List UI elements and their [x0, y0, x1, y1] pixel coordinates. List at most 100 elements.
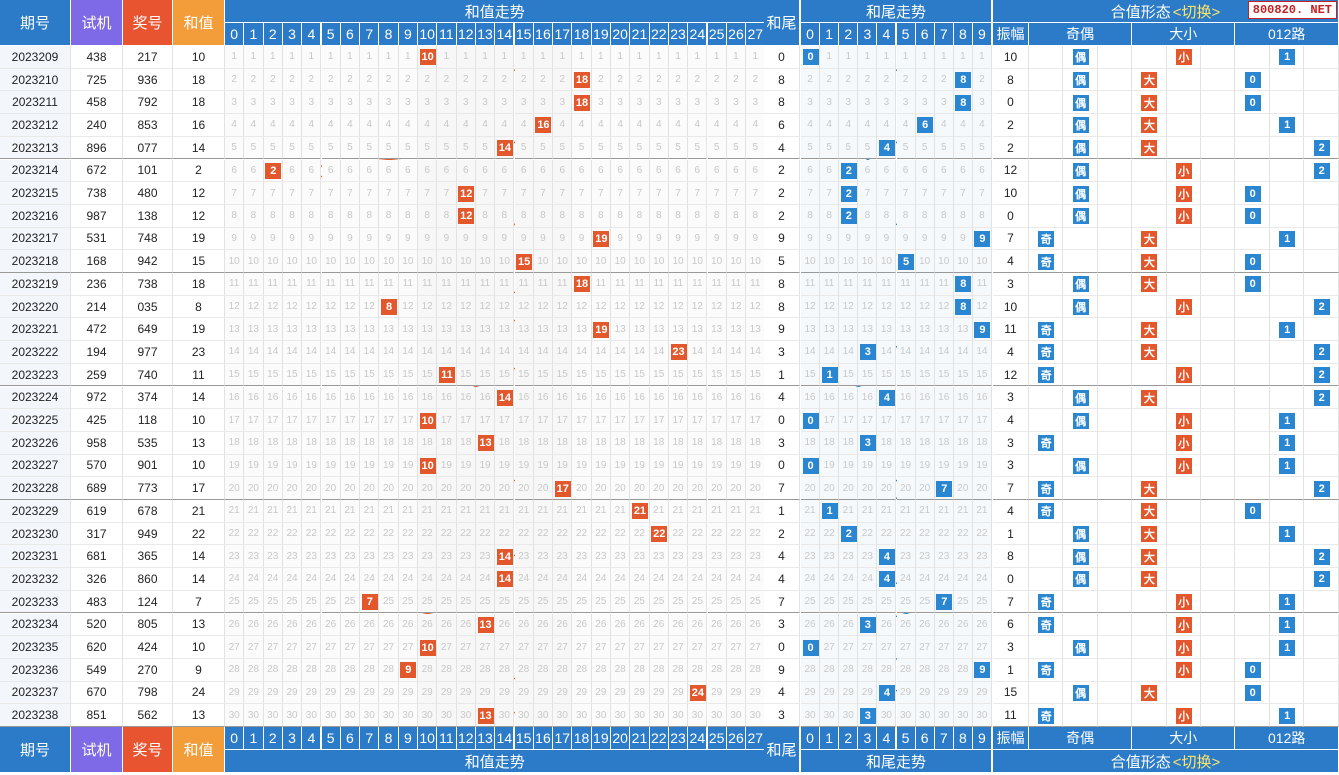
- header-qihao: 期号: [0, 0, 71, 46]
- header-amp: 振幅: [993, 727, 1029, 750]
- tail-trend-cell: 15: [877, 363, 897, 387]
- tail-trend-cell: 29: [953, 681, 973, 705]
- sum-trend-cell: 16: [611, 386, 631, 410]
- header-hezhi: 和值: [173, 727, 225, 773]
- tail-cell: 0: [764, 454, 800, 478]
- sum-trend-cell: 13: [225, 318, 245, 342]
- tail-trend-cell: 10: [877, 250, 897, 273]
- sum-trend-cell: 28: [707, 658, 727, 682]
- sum-trend-cell: 8: [707, 204, 727, 228]
- sum-trend-cell: 7: [707, 182, 727, 205]
- sum-trend-cell: 3: [514, 91, 534, 115]
- sum-trend-cell: 18: [495, 431, 515, 455]
- tail-trend-cell: 15: [972, 363, 992, 387]
- sum-trend-cell: 3: [726, 91, 747, 115]
- period-cell: 2023218: [0, 250, 71, 273]
- odd-even-cell: [1029, 454, 1064, 478]
- sum-trend-cell: 8: [340, 204, 361, 228]
- sum-trend-cell: 5: [668, 136, 689, 160]
- sum-trend-cell: 21: [533, 500, 554, 523]
- switch-link[interactable]: <切换>: [1172, 3, 1221, 21]
- tail-trend-cell: 11: [839, 273, 859, 296]
- tail-cell: 9: [764, 227, 800, 251]
- period-cell: 2023224: [0, 386, 71, 410]
- site-badge[interactable]: 800820. NET: [1247, 1, 1337, 19]
- sum-trend-cell: 11: [321, 273, 341, 296]
- sum-trend-cell: 13: [418, 318, 438, 342]
- tail-trend-cell: 4: [934, 114, 954, 137]
- sum-trend-cell: 28: [514, 658, 534, 682]
- sum-trend-cell: 28: [418, 658, 438, 682]
- sum-marker: 23: [670, 344, 687, 361]
- odd-even-cell: [1097, 68, 1133, 92]
- sum-trend-cell: 29: [475, 681, 496, 705]
- even-marker: 偶: [1072, 412, 1089, 429]
- sum-trend-cell: 2: [418, 68, 438, 92]
- tail-trend-cell: 5: [839, 136, 859, 160]
- amplitude-cell: 0: [993, 91, 1029, 115]
- period-cell: 2023210: [0, 68, 71, 92]
- sum-trend-cell: 21: [611, 500, 631, 523]
- tail-trend-cell: 3: [972, 91, 992, 115]
- sum-trend-cell: 15: [321, 363, 341, 387]
- route-cell: [1269, 658, 1305, 682]
- sum-trend-cell: 15: [707, 363, 727, 387]
- sum-trend-cell: 21: [244, 500, 264, 523]
- sum-trend-cell: 22: [282, 522, 303, 546]
- tail-trend-cell: 8: [858, 204, 878, 228]
- sum-trend-cell: 6: [495, 159, 515, 183]
- tail-cell: 2: [764, 204, 800, 228]
- big-small-cell: [1166, 136, 1201, 160]
- sum-trend-cell: 7: [553, 182, 573, 205]
- test-number-cell: 531: [71, 227, 123, 251]
- route-cell: [1304, 704, 1339, 727]
- sum-trend-cell: 20: [398, 477, 418, 500]
- sum-trend-cell: 22: [553, 522, 573, 546]
- sum-trend-cell: 20: [340, 477, 361, 500]
- sum-trend-cell: 24: [302, 568, 322, 591]
- tail-trend-cell: 13: [915, 318, 935, 342]
- tail-trend-cell: 8: [820, 204, 840, 228]
- route-marker: 1: [1279, 594, 1296, 611]
- tail-trend-cell: 4: [953, 114, 973, 137]
- sum-trend-cell: 26: [418, 613, 438, 637]
- sum-trend-cell: 6: [321, 159, 341, 183]
- sum-trend-cell: 2: [591, 68, 611, 92]
- tail-col-header: 6: [915, 727, 935, 750]
- big-marker: 大: [1141, 344, 1158, 361]
- big-marker: 大: [1141, 321, 1158, 338]
- sum-trend-cell: 13: [707, 318, 727, 342]
- draw-number-cell: 101: [123, 159, 173, 183]
- tail-trend-cell: 6: [934, 159, 954, 183]
- draw-number-cell: 798: [123, 681, 173, 705]
- sum-trend-cell: 29: [553, 681, 573, 705]
- tail-cell: 9: [764, 318, 800, 342]
- odd-even-cell: [1097, 590, 1133, 614]
- odd-even-cell: [1029, 136, 1064, 160]
- tail-trend-cell: 1: [820, 46, 840, 69]
- sum-trend-cell: 3: [456, 91, 476, 115]
- tail-trend-cell: 8: [972, 204, 992, 228]
- sum-cell: 24: [173, 681, 225, 705]
- tail-trend-cell: 24: [801, 568, 821, 591]
- sum-col-header: 20: [611, 727, 631, 750]
- sum-cell: 12: [173, 204, 225, 228]
- tail-trend-cell: 26: [972, 613, 992, 637]
- sum-trend-cell: 6: [746, 159, 766, 183]
- sum-trend-cell: 14: [244, 341, 264, 364]
- sum-trend-cell: 26: [244, 613, 264, 637]
- sum-trend-cell: 7: [533, 182, 554, 205]
- tail-trend-cell: 24: [972, 568, 992, 591]
- sum-trend-cell: 1: [360, 46, 380, 69]
- sum-trend-cell: 3: [630, 91, 650, 115]
- route-marker: 1: [1279, 49, 1296, 66]
- sum-trend-cell: 1: [649, 46, 669, 69]
- big-small-cell: [1201, 136, 1236, 160]
- tail-trend-cell: 28: [953, 658, 973, 682]
- sum-trend-cell: 1: [688, 46, 708, 69]
- sum-trend-cell: 25: [649, 590, 669, 614]
- tail-marker: 2: [840, 526, 857, 543]
- sum-trend-cell: 13: [437, 318, 457, 342]
- tail-trend-cell: 25: [858, 590, 878, 614]
- switch-link[interactable]: <切换>: [1172, 753, 1221, 771]
